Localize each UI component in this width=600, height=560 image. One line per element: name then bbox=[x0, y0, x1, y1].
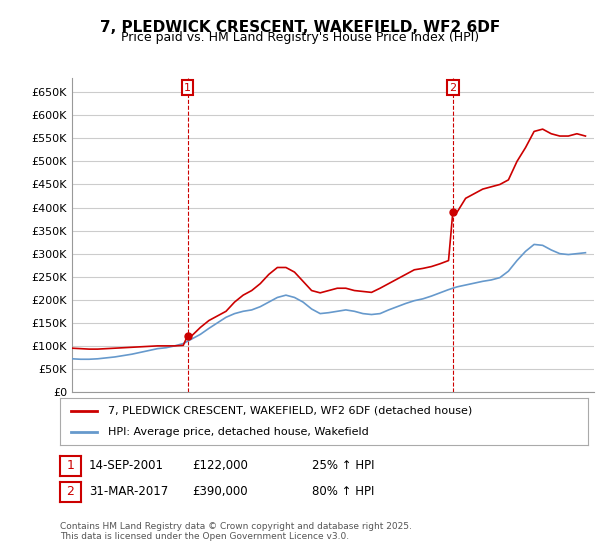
Text: 14-SEP-2001: 14-SEP-2001 bbox=[89, 459, 164, 473]
Text: £390,000: £390,000 bbox=[192, 485, 248, 498]
Text: 2: 2 bbox=[449, 83, 457, 92]
Text: 31-MAR-2017: 31-MAR-2017 bbox=[89, 485, 168, 498]
Text: Price paid vs. HM Land Registry's House Price Index (HPI): Price paid vs. HM Land Registry's House … bbox=[121, 31, 479, 44]
Text: Contains HM Land Registry data © Crown copyright and database right 2025.
This d: Contains HM Land Registry data © Crown c… bbox=[60, 522, 412, 542]
Text: 7, PLEDWICK CRESCENT, WAKEFIELD, WF2 6DF: 7, PLEDWICK CRESCENT, WAKEFIELD, WF2 6DF bbox=[100, 20, 500, 35]
Text: 80% ↑ HPI: 80% ↑ HPI bbox=[312, 485, 374, 498]
Text: 1: 1 bbox=[67, 459, 74, 473]
Text: 1: 1 bbox=[184, 83, 191, 92]
Text: 7, PLEDWICK CRESCENT, WAKEFIELD, WF2 6DF (detached house): 7, PLEDWICK CRESCENT, WAKEFIELD, WF2 6DF… bbox=[107, 406, 472, 416]
Text: HPI: Average price, detached house, Wakefield: HPI: Average price, detached house, Wake… bbox=[107, 427, 368, 437]
Text: 25% ↑ HPI: 25% ↑ HPI bbox=[312, 459, 374, 473]
Text: 2: 2 bbox=[67, 485, 74, 498]
Text: £122,000: £122,000 bbox=[192, 459, 248, 473]
